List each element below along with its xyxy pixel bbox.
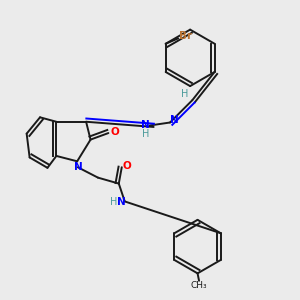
Text: N: N xyxy=(74,162,83,172)
Text: O: O xyxy=(111,127,119,136)
Text: N: N xyxy=(141,120,150,130)
Text: Br: Br xyxy=(179,31,192,41)
Text: H: H xyxy=(142,129,149,139)
Text: H: H xyxy=(181,89,188,99)
Text: N: N xyxy=(170,115,179,125)
Text: CH₃: CH₃ xyxy=(191,281,207,290)
Text: N: N xyxy=(117,197,126,207)
Text: O: O xyxy=(123,161,131,171)
Text: H: H xyxy=(110,197,117,207)
